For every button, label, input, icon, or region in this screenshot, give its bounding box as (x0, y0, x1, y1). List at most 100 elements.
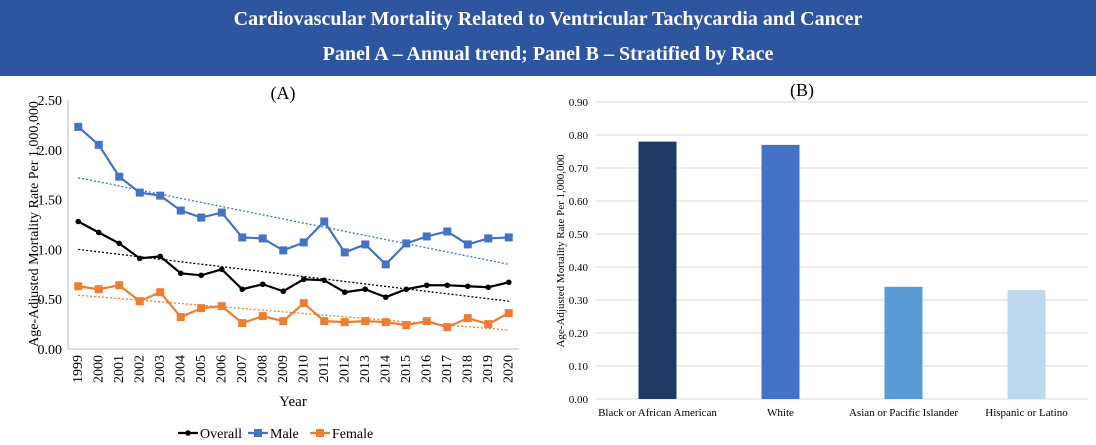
female-point (320, 317, 329, 326)
male-point (299, 238, 308, 247)
male-point (484, 234, 493, 243)
y-tick-label: 2.50 (38, 94, 63, 109)
male-point (504, 233, 513, 242)
line-chart-annual-trend: (A) 0.00 0.50 1.00 1.50 2.00 2.50 1999 2000 2001 2… (27, 83, 519, 442)
female-point (74, 282, 83, 291)
female-point (279, 317, 288, 326)
overall-point (505, 279, 512, 286)
y-tick-label: 0.30 (569, 295, 589, 307)
chart-title: Cardiovascular Mortality Related to Vent… (233, 8, 863, 30)
overall-point (341, 289, 348, 296)
male-point (156, 191, 165, 200)
female-point (402, 321, 411, 330)
male-point (443, 227, 452, 236)
female-point (115, 281, 124, 290)
female-point (156, 288, 165, 297)
bar-black-or-african-american (638, 141, 677, 399)
legend-marker-male (254, 429, 262, 437)
overall-point (485, 284, 492, 291)
female-point (238, 319, 247, 328)
overall-point (423, 282, 430, 289)
y-tick-label: 0.90 (569, 97, 589, 109)
male-trendline (78, 177, 509, 265)
male-point (176, 206, 185, 215)
x-tick-label: 2011 (317, 355, 332, 382)
x-tick-label: 2020 (501, 355, 516, 383)
y-tick-label: 0.70 (569, 163, 589, 175)
x-tick-label: Asian or Pacific Islander (849, 407, 958, 419)
overall-point (403, 286, 410, 293)
overall-point (464, 283, 471, 290)
x-tick-label: 2019 (481, 355, 496, 383)
legend-label-female: Female (332, 427, 373, 442)
x-tick-label: 2006 (214, 355, 229, 383)
panel-b: (B) 0.00 0.10 0.20 0.30 0.40 0.50 0.60 0.70 0.80 0… (540, 76, 1096, 445)
y-tick-label: 0.60 (569, 196, 589, 208)
female-point (299, 299, 308, 308)
overall-point (382, 294, 389, 301)
female-series-line (78, 284, 510, 329)
male-point (320, 217, 329, 226)
legend-marker-overall (185, 430, 191, 436)
legend-marker-female (316, 429, 324, 437)
y-axis-title: Age-Adjusted Mortality Rate Per 1,000,00… (27, 101, 42, 347)
female-point (340, 318, 349, 327)
female-point (484, 320, 493, 329)
overall-point (95, 229, 102, 236)
overall-series-line (77, 220, 510, 299)
male-point (135, 188, 144, 197)
male-point (197, 213, 206, 222)
overall-point (116, 240, 123, 247)
male-point (115, 172, 124, 181)
female-point (463, 314, 472, 323)
overall-point (444, 282, 451, 289)
female-point (422, 317, 431, 326)
overall-point (136, 255, 143, 262)
bar-chart-by-race: (B) 0.00 0.10 0.20 0.30 0.40 0.50 0.60 0.70 0.80 0… (555, 80, 1088, 419)
female-point (176, 313, 185, 322)
male-point (402, 239, 411, 248)
x-tick-label: Hispanic or Latino (985, 407, 1068, 419)
male-point (463, 240, 472, 249)
x-tick-label: 2014 (378, 355, 393, 383)
x-tick-label: 2018 (460, 355, 475, 383)
female-point (504, 309, 513, 318)
y-tick-label: 0.80 (569, 130, 589, 142)
panel-a: (A) 0.00 0.50 1.00 1.50 2.00 2.50 1999 2000 2001 2… (0, 76, 532, 445)
x-tick-label: 2007 (235, 355, 250, 383)
y-tick-label: 0.10 (569, 361, 589, 373)
y-tick-label: 1.00 (38, 243, 63, 258)
female-point (94, 285, 103, 294)
male-point (94, 140, 103, 149)
y-tick-label: 1.50 (38, 194, 63, 209)
female-point (217, 302, 226, 311)
legend-label-overall: Overall (200, 427, 242, 442)
x-tick-label: 2001 (112, 355, 127, 383)
y-tick-label: 0.20 (569, 328, 589, 340)
panel-a-label: (A) (271, 83, 296, 104)
overall-point (239, 286, 246, 293)
x-tick-label: 2012 (337, 355, 352, 383)
female-point (135, 297, 144, 306)
overall-point (259, 281, 266, 288)
overall-point (321, 277, 328, 284)
male-point (361, 240, 370, 249)
overall-point (218, 266, 225, 273)
bar-white (761, 144, 800, 399)
x-tick-label: Black or African American (598, 407, 717, 419)
overall-point (198, 272, 205, 279)
bar-hispanic-or-latino (1007, 290, 1046, 399)
overall-point (177, 270, 184, 277)
y-tick-label: 0.00 (38, 343, 63, 358)
female-point (381, 318, 390, 327)
female-point (197, 304, 206, 313)
male-point (74, 122, 83, 131)
overall-point (300, 276, 307, 283)
x-axis-title: Year (279, 394, 307, 410)
overall-point (157, 253, 164, 260)
y-tick-label: 0.40 (569, 262, 589, 274)
overall-point (75, 218, 82, 225)
x-tick-label: 1999 (71, 355, 86, 383)
male-point (381, 260, 390, 269)
female-point (361, 317, 370, 326)
